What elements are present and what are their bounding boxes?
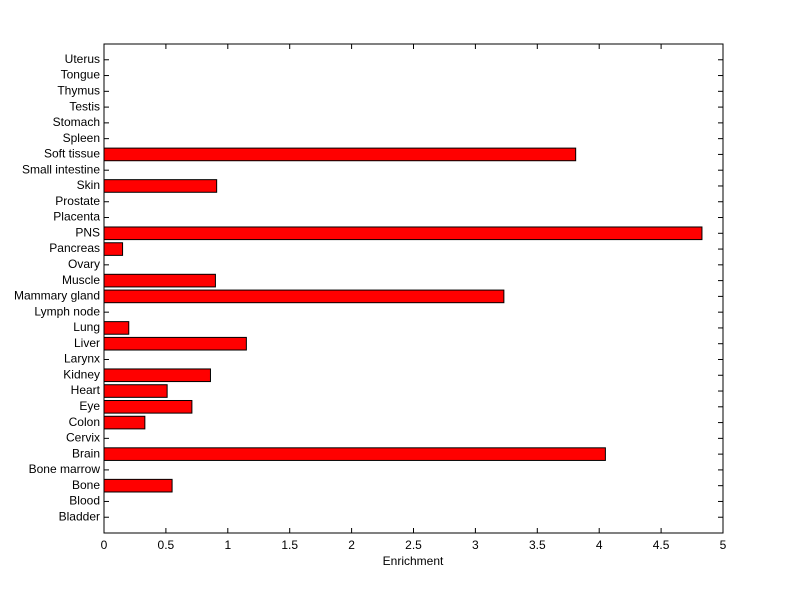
bar [103,147,577,162]
y-tick-label: Kidney [63,367,100,381]
x-tick-label: 1.5 [281,538,298,552]
x-tick-label: 2.5 [405,538,422,552]
y-tick-label: Soft tissue [44,147,100,161]
y-tick-label: Lymph node [34,304,100,318]
y-tick-label: Tongue [61,68,101,82]
y-tick-label: Bladder [59,509,100,523]
bar [103,478,173,493]
y-tick-label: Pancreas [49,241,100,255]
y-tick-label: Blood [69,494,100,508]
x-tick-label: 0 [101,538,108,552]
bar [103,179,218,193]
bar [103,336,247,351]
y-tick-label: Lung [73,320,100,334]
bar [103,384,168,398]
x-tick-label: 2 [348,538,355,552]
x-axis-label: Enrichment [383,554,444,568]
y-tick-label: Skin [77,178,100,192]
y-tick-label: Small intestine [22,162,100,176]
y-tick-label: Muscle [62,273,100,287]
y-tick-label: Stomach [53,115,100,129]
y-tick-label: Bone marrow [29,462,101,476]
y-tick-label: Larynx [64,352,100,366]
x-tick-label: 4.5 [653,538,670,552]
bar [103,321,130,335]
y-tick-label: Uterus [65,52,100,66]
x-tick-label: 0.5 [158,538,175,552]
y-tick-label: Colon [69,415,100,429]
y-tick-label: Cervix [66,431,100,445]
x-tick-label: 1 [224,538,231,552]
bar [103,242,124,256]
y-tick-label: Testis [69,99,100,113]
y-tick-label: Thymus [57,83,100,97]
y-tick-label: Brain [72,446,100,460]
y-tick-label: Liver [74,336,100,350]
y-tick-label: PNS [75,225,100,239]
bar [103,399,193,414]
y-tick-label: Eye [79,399,100,413]
y-tick-label: Heart [71,383,101,397]
x-tick-label: 3 [472,538,479,552]
bar [103,273,216,288]
y-tick-label: Bone [72,478,100,492]
x-tick-label: 5 [720,538,727,552]
bar [103,368,211,383]
bar [103,415,146,430]
y-tick-label: Ovary [68,257,100,271]
bar [103,226,703,241]
x-tick-label: 3.5 [529,538,546,552]
bar [103,447,606,461]
y-tick-label: Placenta [53,210,100,224]
bar [103,289,505,304]
x-tick-label: 4 [596,538,603,552]
y-tick-label: Prostate [55,194,100,208]
y-tick-label: Spleen [63,131,100,145]
y-tick-label: Mammary gland [14,289,100,303]
